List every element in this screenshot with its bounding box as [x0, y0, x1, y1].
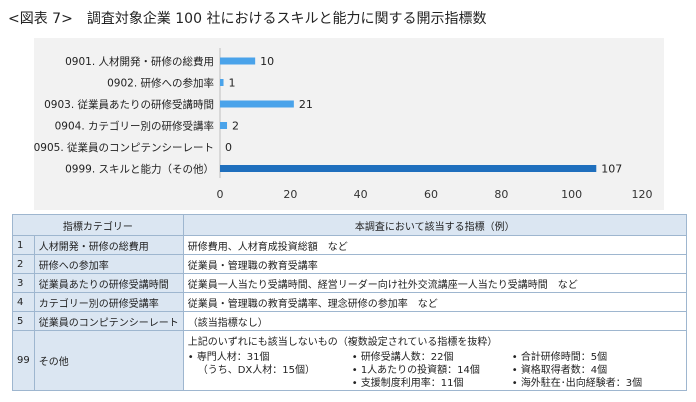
row-category: 従業員あたりの研修受講時間: [33, 273, 184, 293]
other-item: 海外駐在･出向経験者：3個: [512, 377, 682, 390]
other-item: 研修受講人数：22個: [352, 351, 512, 364]
category-label: 0904. カテゴリー別の研修受講率: [55, 120, 214, 133]
other-heading: 上記のいずれにも該当しないもの（複数設定されている指標を抜粋）: [187, 337, 498, 348]
bar-value-label: 10: [260, 55, 274, 68]
other-item: 支援制度利用率：11個: [352, 377, 512, 390]
table-header-indicator: 本調査において該当する指標（例）: [182, 214, 687, 236]
other-column-1: 専門人材：31個 （うち、DX人材：15個）: [188, 351, 352, 390]
bar-value-label: 1: [229, 77, 236, 90]
row-category: 研修への参加率: [33, 254, 184, 274]
other-item: 合計研修時間：5個: [512, 351, 682, 364]
other-item: 1人あたりの投資額：14個: [352, 364, 512, 377]
row-category: カテゴリー別の研修受講率: [33, 292, 184, 312]
x-tick-label: 120: [632, 188, 653, 201]
x-tick-label: 20: [283, 188, 297, 201]
figure-title-text: 調査対象企業 100 社におけるスキルと能力に関する開示指標数: [86, 11, 487, 27]
row-indicator: 従業員一人当たり受講時間、経営リーダー向け社外交流講座一人当たり受講時間 など: [182, 273, 687, 293]
table-row: 2 研修への参加率 従業員・管理職の教育受講率: [12, 254, 687, 274]
table-row-other: 99 その他 上記のいずれにも該当しないもの（複数設定されている指標を抜粋） 専…: [12, 330, 687, 391]
bar-value-label: 0: [225, 141, 232, 154]
x-tick-label: 80: [494, 188, 508, 201]
x-tick-label: 60: [424, 188, 438, 201]
bar: [220, 122, 228, 129]
other-column-3: 合計研修時間：5個 資格取得者数：4個 海外駐在･出向経験者：3個: [512, 351, 682, 390]
table-row: 3 従業員あたりの研修受講時間 従業員一人当たり受講時間、経営リーダー向け社外交…: [12, 273, 687, 293]
figure-title: <図表 7> 調査対象企業 100 社におけるスキルと能力に関する開示指標数: [8, 8, 486, 28]
row-indicator-other: 上記のいずれにも該当しないもの（複数設定されている指標を抜粋） 専門人材：31個…: [182, 330, 687, 391]
other-items: 専門人材：31個 （うち、DX人材：15個） 研修受講人数：22個 1人あたりの…: [188, 351, 682, 390]
bar-value-label: 2: [232, 120, 239, 133]
row-number: 99: [12, 330, 35, 391]
indicator-category-table: 指標カテゴリー 本調査において該当する指標（例） 1 人材開発・研修の総費用 研…: [12, 214, 687, 391]
row-category: 従業員のコンピテンシーレート: [33, 311, 184, 331]
row-category: 人材開発・研修の総費用: [33, 235, 184, 255]
figure-number: <図表 7>: [8, 11, 73, 27]
x-tick-label: 0: [217, 188, 224, 201]
bar-chart: 0901. 人材開発・研修の総費用 10 0902. 研修への参加率 1 0903. 従…: [34, 48, 653, 201]
category-label: 0901. 人材開発・研修の総費用: [65, 55, 214, 68]
bar-value-label: 107: [601, 163, 622, 176]
table-row: 4 カテゴリー別の研修受講率 従業員・管理職の教育受講率、理念研修の参加率 など: [12, 292, 687, 312]
row-number: 4: [12, 292, 35, 312]
row-indicator: 研修費用、人材育成投資総額 など: [182, 235, 687, 255]
category-label: 0999. スキルと能力（その他）: [65, 163, 214, 176]
category-label: 0902. 研修への参加率: [107, 77, 214, 90]
row-indicator: （該当指標なし）: [182, 311, 687, 331]
bar-value-label: 21: [299, 98, 313, 111]
row-indicator: 従業員・管理職の教育受講率: [182, 254, 687, 274]
row-indicator: 従業員・管理職の教育受講率、理念研修の参加率 など: [182, 292, 687, 312]
other-column-2: 研修受講人数：22個 1人あたりの投資額：14個 支援制度利用率：11個: [352, 351, 512, 390]
row-number: 5: [12, 311, 35, 331]
bar: [220, 100, 294, 108]
table-row: 1 人材開発・研修の総費用 研修費用、人材育成投資総額 など: [12, 235, 687, 255]
table-row: 5 従業員のコンピテンシーレート （該当指標なし）: [12, 311, 687, 331]
other-item: （うち、DX人材：15個）: [197, 365, 316, 376]
table-header-category: 指標カテゴリー: [12, 214, 184, 236]
category-label: 0905. 従業員のコンピテンシーレート: [34, 141, 214, 154]
other-item: 専門人材：31個: [188, 351, 352, 364]
row-number: 3: [12, 273, 35, 293]
table-header-row: 指標カテゴリー 本調査において該当する指標（例）: [12, 214, 687, 236]
bar: [220, 57, 256, 65]
row-number: 1: [12, 235, 35, 255]
row-number: 2: [12, 254, 35, 274]
bar-chart-panel: 0901. 人材開発・研修の総費用 10 0902. 研修への参加率 1 0903. 従…: [34, 38, 664, 210]
x-tick-label: 100: [561, 188, 582, 201]
other-item: 資格取得者数：4個: [512, 364, 682, 377]
bar: [220, 79, 224, 86]
bar: [220, 165, 597, 172]
x-tick-label: 40: [354, 188, 368, 201]
row-category: その他: [33, 330, 184, 391]
category-label: 0903. 従業員あたりの研修受講時間: [44, 98, 214, 111]
